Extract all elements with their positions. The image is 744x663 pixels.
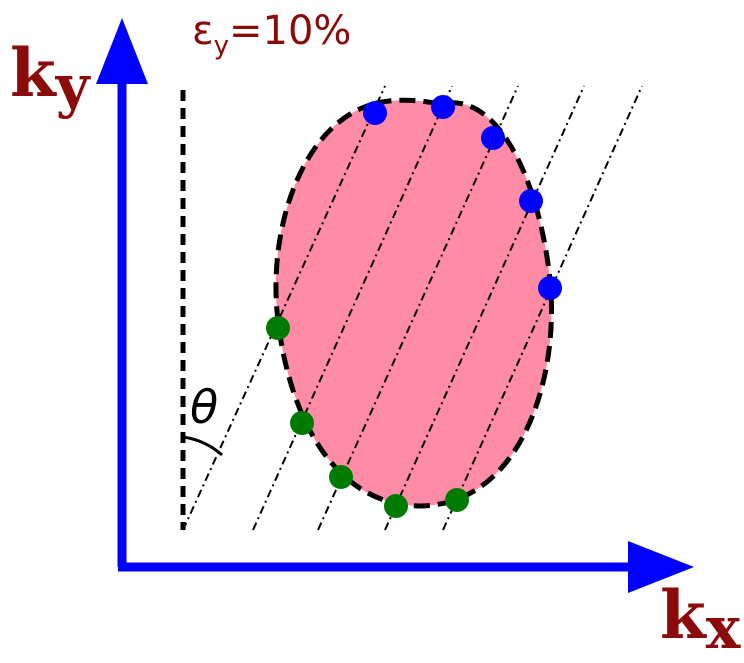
y-axis-label: ky [10,34,92,120]
angle-arc [182,435,223,457]
x-axis-arrowhead [628,541,694,593]
lower-points [266,316,469,518]
lower-point [384,494,408,518]
lower-point [329,465,353,489]
lower-point [290,411,314,435]
upper-point [519,189,543,213]
ellipse-outline [273,97,554,509]
lower-point [445,488,469,512]
x-axis-label: kx [660,576,741,662]
upper-points [363,95,562,300]
angle-label: θ [190,380,218,434]
strain-label: εy=10% [192,8,351,61]
upper-point [363,101,387,125]
y-axis-arrowhead [96,18,148,84]
ellipse-region [275,100,552,506]
lower-point [266,316,290,340]
upper-point [538,276,562,300]
upper-point [481,126,505,150]
upper-point [431,95,455,119]
axes [96,18,694,593]
